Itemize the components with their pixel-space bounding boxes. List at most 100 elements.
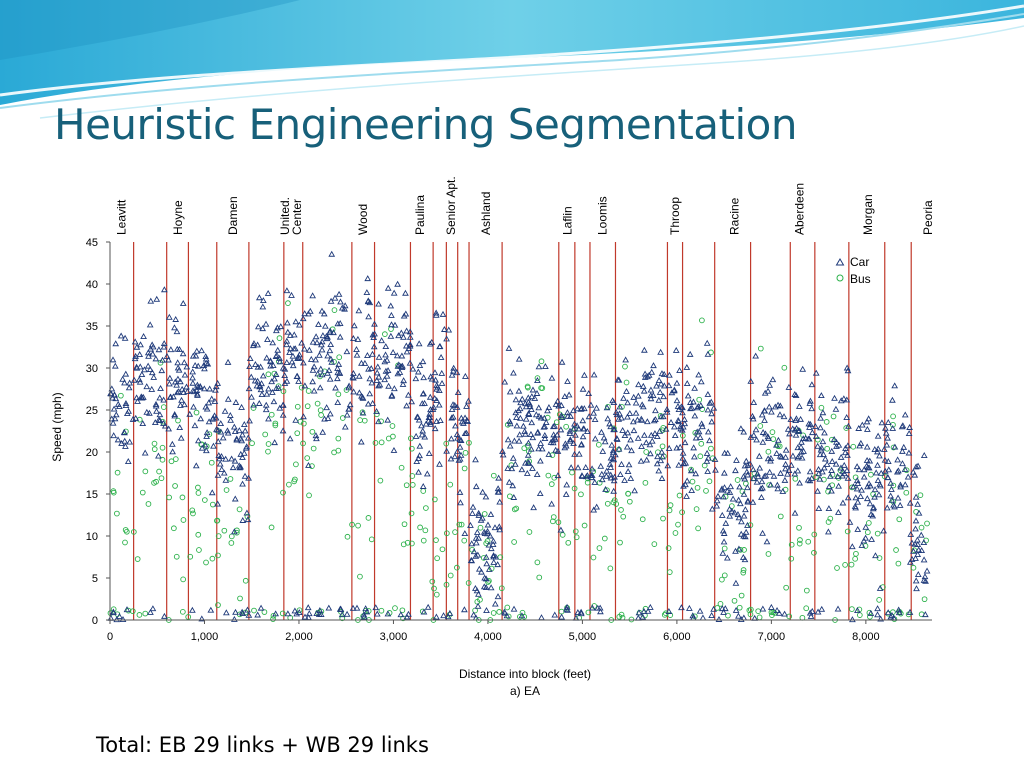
car-point <box>655 467 663 474</box>
car-point <box>657 457 665 464</box>
street-label: Racine <box>728 197 742 235</box>
car-point <box>246 363 253 369</box>
car-point <box>515 355 523 362</box>
car-point <box>425 450 433 456</box>
bus-point <box>524 442 531 449</box>
car-point <box>461 530 469 537</box>
y-tick-label: 25 <box>86 405 98 417</box>
car-point <box>244 516 252 523</box>
car-point <box>806 609 814 616</box>
car-point <box>694 403 702 410</box>
car-point <box>806 468 814 475</box>
car-point <box>911 471 919 478</box>
car-point <box>732 606 740 613</box>
car-point <box>139 393 147 400</box>
car-point <box>487 584 495 591</box>
car-point <box>797 448 805 455</box>
car-point <box>515 437 523 444</box>
car-point <box>720 493 727 500</box>
bus-point <box>548 481 555 487</box>
car-point <box>736 483 743 490</box>
car-point <box>469 503 477 510</box>
bus-point <box>378 607 385 614</box>
car-point <box>750 431 758 438</box>
car-point <box>815 505 823 511</box>
car-point <box>315 610 323 617</box>
bus-point <box>304 455 311 461</box>
car-point <box>365 313 372 320</box>
bus-point <box>114 469 121 476</box>
car-point <box>244 606 251 613</box>
car-point <box>202 447 210 454</box>
car-point <box>791 426 799 433</box>
car-point <box>918 547 926 554</box>
car-point <box>156 417 164 423</box>
car-point <box>175 366 183 373</box>
bus-point <box>526 458 532 465</box>
car-point <box>651 430 659 437</box>
car-point <box>388 321 395 328</box>
car-point <box>812 369 820 376</box>
car-point <box>122 400 130 406</box>
car-point <box>805 435 813 442</box>
bus-point <box>355 522 361 529</box>
bus-point <box>237 595 243 602</box>
car-point <box>687 467 695 474</box>
car-point <box>554 397 562 404</box>
car-point <box>659 413 667 420</box>
car-point <box>650 362 657 369</box>
car-point <box>301 310 309 317</box>
car-point <box>169 448 176 455</box>
car-point <box>680 482 687 489</box>
car-point <box>889 396 896 403</box>
bus-point <box>215 602 221 608</box>
car-point <box>834 508 842 515</box>
car-point <box>420 374 428 381</box>
car-point <box>355 372 363 379</box>
car-point <box>289 362 297 369</box>
car-point <box>862 534 869 541</box>
car-point <box>327 341 335 348</box>
x-tick-label: 7,000 <box>758 631 786 643</box>
bus-point <box>619 614 626 621</box>
car-point <box>193 347 201 354</box>
car-point <box>900 443 908 450</box>
car-point <box>272 327 280 334</box>
car-point <box>697 378 705 385</box>
bus-point <box>249 440 255 447</box>
car-point <box>481 574 489 581</box>
car-point <box>257 604 265 611</box>
car-point <box>298 339 305 346</box>
bus-point <box>159 444 166 451</box>
car-point <box>354 335 362 342</box>
car-point <box>208 395 216 402</box>
car-point <box>872 552 879 559</box>
car-point <box>631 487 638 494</box>
bus-point <box>195 484 201 491</box>
car-point <box>771 403 779 410</box>
car-point <box>647 431 655 438</box>
car-point <box>611 426 618 433</box>
car-point <box>692 470 700 477</box>
car-point <box>533 471 541 477</box>
bus-point <box>420 537 427 544</box>
car-point <box>690 398 697 405</box>
car-point <box>419 390 427 397</box>
car-point <box>563 603 571 610</box>
street-label: Morgan <box>861 194 875 235</box>
car-point <box>409 365 417 372</box>
car-point <box>884 474 892 480</box>
x-tick-label: 2,000 <box>285 631 313 643</box>
bus-point <box>796 540 803 547</box>
car-point <box>723 554 731 561</box>
car-point <box>505 344 513 351</box>
car-point <box>782 465 789 472</box>
car-point <box>425 417 432 424</box>
car-point <box>726 505 733 512</box>
bus-point <box>776 443 783 450</box>
bus-point <box>693 506 700 512</box>
car-point <box>475 534 482 541</box>
car-point <box>630 393 638 400</box>
y-tick-label: 35 <box>86 321 98 333</box>
car-point <box>625 461 633 468</box>
